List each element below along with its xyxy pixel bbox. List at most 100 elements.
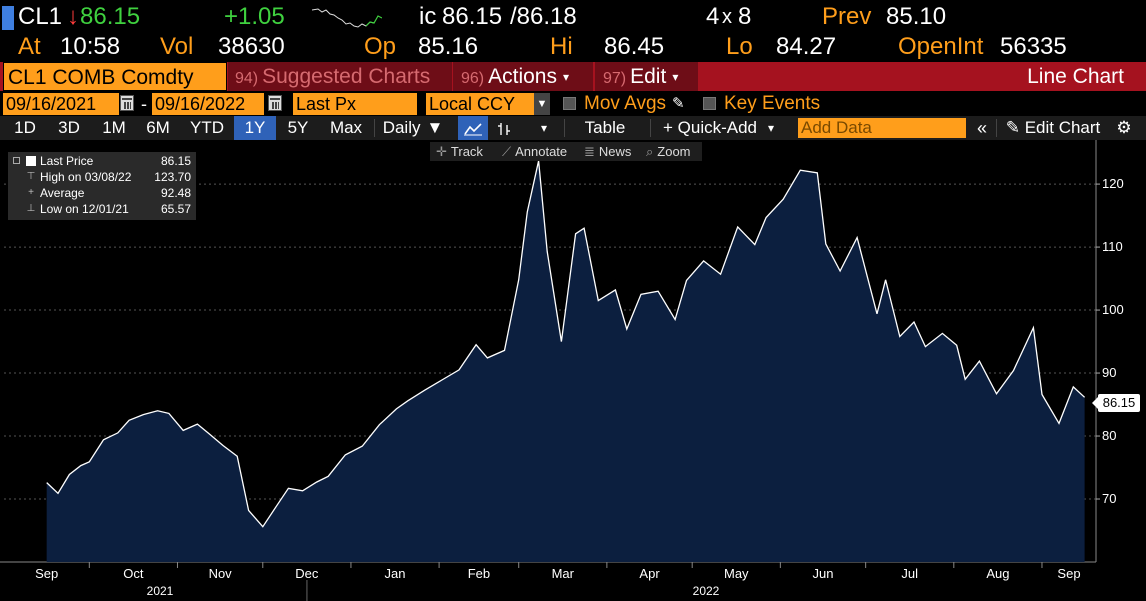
size-separator: x bbox=[722, 6, 732, 28]
white-square-icon bbox=[26, 156, 36, 166]
chevron-down-icon[interactable]: ▾ bbox=[767, 121, 775, 135]
suggested-charts-label: Suggested Charts bbox=[262, 65, 431, 88]
down-arrow-icon: ↓ bbox=[67, 3, 79, 30]
period-6m-button[interactable]: 6M bbox=[146, 118, 170, 137]
zoom-tool[interactable]: ⌕ Zoom bbox=[646, 142, 691, 161]
quote-row-2: At 10:58 Vol 38630 Op 85.16 Hi 86.45 Lo … bbox=[0, 32, 1146, 62]
news-label: News bbox=[598, 144, 632, 159]
legend-item-last-price[interactable]: Last Price 86.15 bbox=[8, 153, 196, 169]
date-range-separator: - bbox=[141, 94, 147, 114]
high-value: 86.45 bbox=[604, 33, 665, 60]
actions-label: Actions bbox=[488, 65, 557, 88]
toolbar-divider bbox=[564, 119, 565, 137]
calendar-icon[interactable] bbox=[120, 95, 134, 111]
x-tick-label: Mar bbox=[551, 566, 574, 581]
bid-price: 86.15 bbox=[442, 3, 503, 30]
start-date-field[interactable]: 09/16/2021 bbox=[3, 93, 119, 115]
track-label: Track bbox=[450, 144, 483, 159]
currency-select[interactable]: Local CCY bbox=[426, 93, 534, 115]
x-tick-label: May bbox=[723, 566, 749, 581]
last-price-tag: 86.15 bbox=[1092, 394, 1140, 412]
legend-item-average[interactable]: + Average 92.48 bbox=[8, 185, 196, 201]
period-1m-button[interactable]: 1M bbox=[102, 118, 126, 137]
chevron-down-icon[interactable]: ▾ bbox=[540, 121, 548, 135]
period-ytd-button[interactable]: YTD bbox=[190, 118, 224, 137]
calendar-icon[interactable] bbox=[268, 95, 282, 111]
legend-item-high[interactable]: ⊤ High on 03/08/22 123.70 bbox=[8, 169, 196, 185]
legend-item-low[interactable]: ⊥ Low on 12/01/21 65.57 bbox=[8, 201, 196, 217]
actions-number: 96) bbox=[461, 70, 485, 87]
add-data-input[interactable]: Add Data bbox=[798, 118, 966, 138]
annotate-label: Annotate bbox=[515, 144, 568, 159]
quote-row-1: CL1 ↓ 86.15 +1.05 ic 86.15 /86.18 4 x 8 … bbox=[0, 2, 1146, 32]
edit-chart-button[interactable]: ✎ Edit Chart bbox=[1000, 116, 1106, 140]
frequency-label: Daily bbox=[382, 118, 421, 137]
open-label: Op bbox=[364, 33, 397, 60]
table-button[interactable]: Table bbox=[584, 118, 626, 137]
edit-menu[interactable]: 97) Edit ▾ bbox=[595, 62, 698, 91]
collapse-left-icon[interactable]: « bbox=[976, 118, 987, 138]
pencil-icon: ✎ bbox=[1005, 118, 1020, 137]
zoom-icon: ⌕ bbox=[646, 144, 654, 159]
ticker-marker bbox=[2, 6, 14, 30]
security-input[interactable]: CL1 COMB Comdty bbox=[3, 62, 227, 91]
net-change: +1.05 bbox=[224, 3, 285, 30]
triangle-down-icon: ▼ bbox=[426, 118, 444, 137]
prev-close: 85.10 bbox=[886, 3, 947, 30]
quick-add-button[interactable]: + Quick-Add bbox=[662, 118, 757, 137]
track-tool[interactable]: ✛ Track bbox=[436, 142, 483, 161]
gear-icon[interactable]: ⚙ bbox=[1116, 118, 1132, 137]
volume-label: Vol bbox=[160, 33, 194, 60]
chevron-down-icon[interactable]: ▼ bbox=[534, 93, 550, 115]
period-1d-button[interactable]: 1D bbox=[14, 118, 36, 137]
price-field-select[interactable]: Last Px bbox=[293, 93, 417, 115]
toolbar-divider bbox=[650, 119, 651, 137]
chart-toolbar: 1D 3D 1M 6M YTD 1Y 5Y Max Daily ▼ ▾ Table… bbox=[0, 116, 1146, 140]
volume-value: 38630 bbox=[218, 33, 285, 60]
pencil-icon[interactable]: ✎ bbox=[672, 95, 685, 112]
period-5y-button[interactable]: 5Y bbox=[287, 118, 309, 137]
y-tick-label: 110 bbox=[1102, 239, 1123, 255]
y-tick-label: 120 bbox=[1102, 176, 1124, 192]
x-tick-label: Sep bbox=[35, 566, 59, 581]
period-3d-button[interactable]: 3D bbox=[58, 118, 80, 137]
collapse-icon[interactable] bbox=[13, 157, 20, 164]
actions-menu[interactable]: 96) Actions ▾ bbox=[453, 62, 593, 91]
period-max-button[interactable]: Max bbox=[329, 118, 363, 137]
bid-prefix: ic bbox=[419, 3, 437, 30]
annotate-tool[interactable]: ⟋ Annotate bbox=[502, 142, 567, 161]
bar-chart-icon[interactable] bbox=[490, 116, 518, 140]
edit-label: Edit bbox=[630, 65, 667, 88]
ask-price: /86.18 bbox=[510, 3, 577, 30]
chart-type-title: Line Chart bbox=[1027, 65, 1124, 88]
menu-bar: CL1 COMB Comdty 94) Suggested Charts 96) A… bbox=[0, 62, 1146, 91]
legend-label: Last Price bbox=[40, 154, 94, 168]
end-date-field[interactable]: 09/16/2022 bbox=[152, 93, 264, 115]
x-tick-label: Jun bbox=[812, 566, 834, 581]
x-tick-label: Sep bbox=[1057, 566, 1081, 581]
zoom-label: Zoom bbox=[657, 144, 691, 159]
low-value: 84.27 bbox=[776, 33, 837, 60]
toolbar-divider bbox=[996, 119, 997, 137]
legend-label: High on 03/08/22 bbox=[40, 170, 132, 184]
line-chart-icon[interactable] bbox=[458, 116, 488, 140]
legend-label: Low on 12/01/21 bbox=[40, 202, 129, 216]
frequency-select[interactable]: Daily ▼ bbox=[377, 116, 449, 140]
low-label: Lo bbox=[726, 33, 753, 60]
edit-number: 97) bbox=[603, 70, 627, 87]
suggested-charts-button[interactable]: 94) Suggested Charts bbox=[228, 62, 452, 91]
key-events-label[interactable]: Key Events bbox=[724, 93, 821, 114]
key-events-checkbox[interactable] bbox=[703, 97, 716, 110]
last-price: 86.15 bbox=[80, 3, 141, 30]
news-tool[interactable]: ≣ News bbox=[584, 142, 631, 161]
quote-time: 10:58 bbox=[60, 33, 121, 60]
open-interest-label: OpenInt bbox=[898, 33, 984, 60]
period-1y-button[interactable]: 1Y bbox=[234, 116, 276, 140]
mov-avgs-label[interactable]: Mov Avgs bbox=[584, 93, 667, 114]
ticker-symbol[interactable]: CL1 bbox=[18, 3, 63, 30]
caret-down-icon: ▾ bbox=[563, 69, 570, 84]
price-series-line[interactable] bbox=[46, 160, 1086, 528]
mov-avgs-checkbox[interactable] bbox=[563, 97, 576, 110]
legend-label: Average bbox=[40, 186, 85, 200]
chart-legend[interactable]: Last Price 86.15 ⊤ High on 03/08/22 123.… bbox=[8, 152, 196, 220]
